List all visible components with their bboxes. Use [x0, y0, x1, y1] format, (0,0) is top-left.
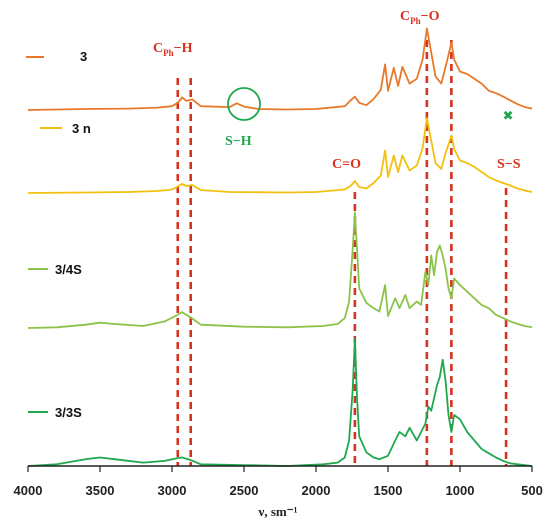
series-line-2 — [27, 117, 533, 194]
series-line-4 — [27, 337, 533, 467]
x-tick-label: 4000 — [14, 483, 43, 498]
series-label-3n: 3 n — [72, 121, 91, 136]
annotation-c-ph-h: CPh−H — [153, 41, 193, 58]
x-tick-label: 500 — [521, 483, 543, 498]
x-tick-label: 2500 — [230, 483, 259, 498]
annotation-s-s: S−S — [497, 157, 521, 172]
reference-lines — [176, 40, 508, 466]
markers: ✖ — [227, 87, 514, 124]
annotations: CPh−H CPh−O S−H C=O S−S — [153, 9, 521, 172]
x-tick-label: 1500 — [374, 483, 403, 498]
spectrum-series — [27, 27, 533, 467]
x-tick-label: 3500 — [86, 483, 115, 498]
cross-marker: ✖ — [503, 109, 514, 124]
annotation-c-o: C=O — [332, 157, 361, 172]
x-axis: 4000 3500 3000 2500 2000 1500 1000 500 ν, sm⁻¹ — [14, 465, 543, 519]
series-label-3-4s: 3/4S — [55, 262, 82, 277]
series-line-1 — [27, 27, 533, 111]
x-tick-label: 2000 — [302, 483, 331, 498]
x-ticks: 4000 3500 3000 2500 2000 1500 1000 500 — [14, 466, 543, 498]
x-tick-label: 1000 — [446, 483, 475, 498]
series-labels: 3 3 n 3/4S 3/3S — [26, 49, 91, 420]
series-label-3-3s: 3/3S — [55, 405, 82, 420]
annotation-s-h: S−H — [225, 134, 252, 149]
x-axis-title: ν, sm⁻¹ — [258, 504, 298, 519]
annotation-c-ph-o: CPh−O — [400, 9, 440, 26]
x-tick-label: 3000 — [158, 483, 187, 498]
s-h-circle-marker — [227, 87, 261, 121]
series-label-3: 3 — [80, 49, 87, 64]
series-line-3 — [27, 211, 533, 329]
